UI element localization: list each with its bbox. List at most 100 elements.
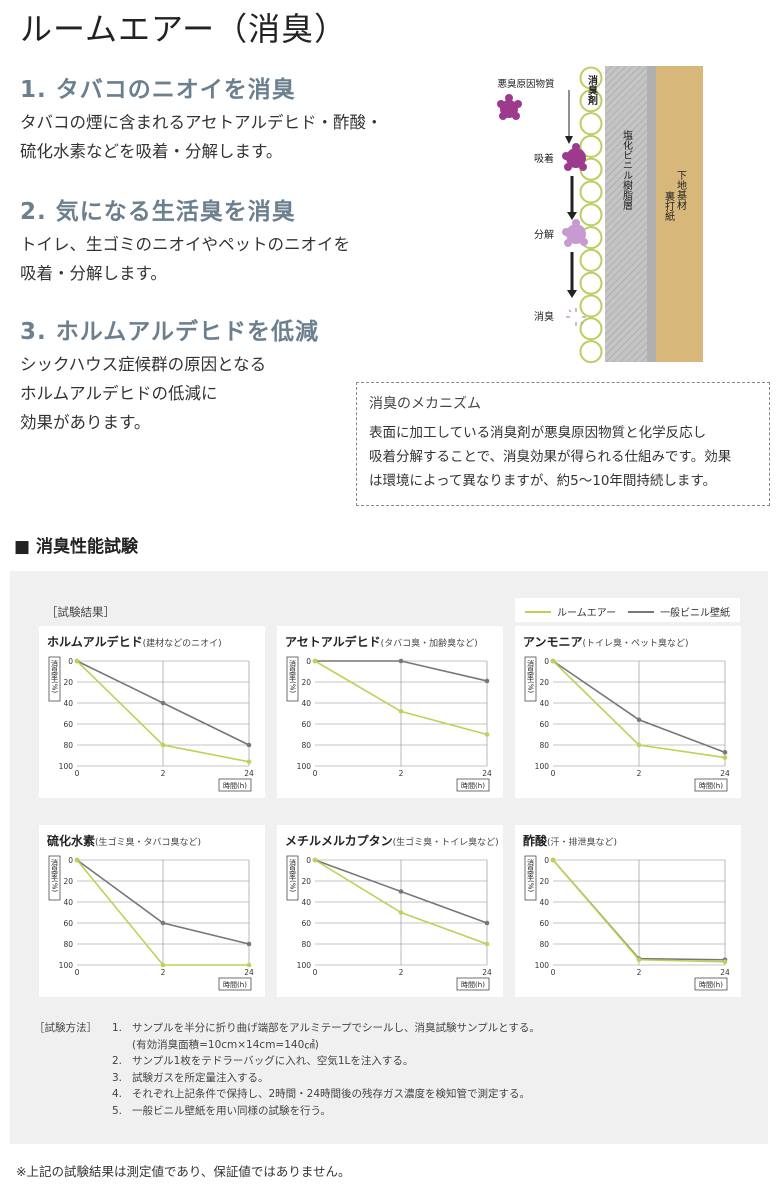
data-point (246, 962, 252, 968)
y-tick-label: 40 (63, 898, 73, 907)
decompose-label: 分解 (534, 228, 554, 241)
legend-swatch-vinyl (628, 610, 654, 613)
adsorbed-molecule-bump2-icon (562, 152, 570, 160)
chart-card-hydrogen-sulfide: 硫化水素(生ゴミ臭・タバコ臭など) 消臭率(%) 0 20 40 60 80 100 0 2 24… (39, 825, 265, 997)
method-item: 1. サンプルを半分に折り曲げ端部をアルミテープでシールし、消臭試験サンプルとする… (112, 1020, 540, 1037)
backing-paper-layer (647, 66, 656, 362)
feature-3-line-2: ホルムアルデヒドの低減に (20, 384, 218, 403)
method-item-text: 一般ビニル壁紙を用い同様の試験を行う。 (132, 1104, 331, 1117)
data-point (636, 717, 642, 723)
mechanism-title: 消臭のメカニズム (369, 396, 481, 412)
agent-circle (579, 180, 603, 204)
y-tick-label: 40 (63, 699, 73, 708)
y-tick-label: 0 (306, 657, 311, 666)
legend-swatch-roomair (525, 610, 551, 613)
data-point (398, 889, 404, 894)
method-label: ［試験方法］ (34, 1022, 97, 1034)
data-point (722, 755, 728, 760)
method-item-text: 試験ガスを所定量注入する。 (132, 1071, 269, 1084)
data-point (550, 857, 556, 863)
method-item: 3. 試験ガスを所定量注入する。 (112, 1070, 540, 1087)
chart-title-main: ホルムアルデヒド (47, 635, 143, 649)
chart-subtitle: (汗・排泄臭など) (547, 838, 618, 848)
x-axis-label: 時間(h) (461, 981, 485, 989)
chart-title-main: 硫化水素 (47, 834, 96, 848)
feature-2: 2. 気になる生活臭を消臭 トイレ、生ゴミのニオイやペットのニオイを 吸着・分解… (20, 192, 440, 288)
chart-subtitle: (生ゴミ臭・トイレ臭など) (392, 838, 499, 848)
section-title: ■ 消臭性能試験 (14, 537, 138, 557)
y-tick-label: 100 (535, 762, 550, 771)
adsorbed-molecule-icon (566, 148, 586, 168)
data-point (312, 658, 318, 664)
method-item: 5. 一般ビニル壁紙を用い同様の試験を行う。 (112, 1103, 540, 1120)
x-axis-label: 時間(h) (699, 981, 723, 989)
method-item-num: 2. (112, 1055, 123, 1067)
footnote: ※上記の試験結果は測定値であり、保証値ではありません。 (16, 1164, 351, 1179)
feature-1-line-2: 硫化水素などを吸着・分解します。 (20, 142, 283, 161)
x-axis-label-box (218, 778, 252, 792)
y-axis-label-box (48, 855, 61, 901)
y-tick-label: 0 (68, 657, 73, 666)
y-tick-label: 40 (301, 699, 311, 708)
y-axis-label-box (524, 656, 537, 702)
agent-circle (579, 317, 603, 341)
chart-card-ammonia: アンモニア(トイレ臭・ペット臭など) 消臭率(%) 0 20 40 60 80 100 0 2 2… (515, 626, 741, 798)
agent-circle (579, 203, 603, 227)
y-tick-label: 60 (63, 919, 73, 928)
method-item: (有効消臭面積=10cm×14cm=140㎠) (112, 1037, 540, 1054)
x-axis-label: 時間(h) (699, 782, 723, 790)
method-item-num: 4. (112, 1088, 123, 1100)
y-tick-label: 80 (301, 940, 311, 949)
page-title: ルームエアー（消臭） (20, 10, 348, 48)
legend-label-vinyl: 一般ビニル壁紙 (660, 608, 730, 619)
chart-subtitle: (建材などのニオイ) (142, 639, 222, 649)
chart-subtitle: (タバコ臭・加齢臭など) (380, 639, 478, 649)
malodor-molecule-bump5-icon (512, 112, 520, 120)
method-item-num: 5. (112, 1104, 123, 1117)
data-point (484, 920, 490, 926)
agent-circle (579, 66, 603, 90)
method-item-num: 3. (112, 1071, 123, 1084)
pvc-label: 塩化ビニル樹脂層 (621, 129, 633, 210)
y-tick-label: 20 (301, 678, 311, 687)
adsorb-label: 吸着 (534, 152, 554, 165)
chart-legend: ルームエアー 一般ビニル壁紙 (515, 598, 740, 622)
decomposing-molecule-bump4-icon (580, 238, 588, 246)
x-tick-label: 0 (313, 968, 318, 977)
y-tick-label: 100 (535, 961, 550, 970)
test-results-panel: ［試験結果］ ルームエアー 一般ビニル壁紙 ホルムアルデヒド(建材などのニオイ)… (10, 571, 768, 1144)
feature-2-text: トイレ、生ゴミのニオイやペットのニオイを 吸着・分解します。 (20, 230, 440, 288)
x-tick-label: 2 (399, 968, 404, 977)
arrow-down-1-head-icon (567, 212, 577, 220)
x-axis-label-box (694, 977, 728, 991)
data-point (484, 732, 490, 737)
method-item: 2. サンプル1枚をテドラーバッグに入れ、空気1Lを注入する。 (112, 1053, 540, 1070)
agent-circle (579, 248, 603, 272)
chart-title: アセトアルデヒド(タバコ臭・加齢臭など) (285, 633, 478, 650)
x-tick-label: 24 (244, 968, 254, 977)
method-item: 4. それぞれ上記条件で保持し、2時間・24時間後の残存ガス濃度を検知管で測定する… (112, 1086, 540, 1103)
x-tick-label: 2 (161, 968, 166, 977)
y-tick-label: 100 (297, 762, 312, 771)
y-tick-label: 0 (306, 856, 311, 865)
mechanism-box: 消臭のメカニズム 表面に加工している消臭剤が悪臭原因物質と化学反応し 吸着分解す… (356, 382, 770, 506)
y-tick-label: 100 (59, 961, 74, 970)
method-list: 1. サンプルを半分に折り曲げ端部をアルミテープでシールし、消臭試験サンプルとする… (112, 1020, 540, 1119)
feature-2-heading: 2. 気になる生活臭を消臭 (20, 199, 296, 225)
y-tick-label: 60 (63, 720, 73, 729)
mechanism-line-2: 吸着分解することで、消臭効果が得られる仕組みです。効果 (369, 449, 732, 465)
chart-title-main: 酢酸 (523, 834, 548, 848)
data-point (74, 857, 80, 863)
arrow-in-head-icon (565, 136, 573, 144)
data-point (160, 742, 166, 748)
y-axis-label: 消臭率(%) (289, 659, 297, 693)
x-tick-label: 2 (161, 769, 166, 778)
decomposing-molecule-bump3-icon (564, 239, 572, 247)
mechanism-line-1: 表面に加工している消臭剤が悪臭原因物質と化学反応し (369, 425, 707, 441)
x-tick-label: 2 (399, 769, 404, 778)
pvc-layer (605, 66, 647, 362)
